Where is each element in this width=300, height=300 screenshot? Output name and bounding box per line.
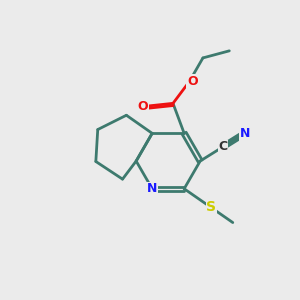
Text: C: C [219, 140, 228, 153]
Text: O: O [138, 100, 148, 113]
Text: S: S [206, 200, 216, 214]
Text: N: N [147, 182, 158, 195]
Text: N: N [240, 127, 250, 140]
Text: O: O [187, 75, 198, 88]
